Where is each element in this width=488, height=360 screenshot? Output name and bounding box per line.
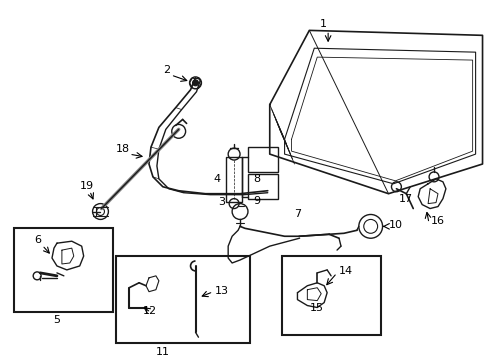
Text: 12: 12 — [143, 306, 157, 315]
Bar — [247, 174, 277, 199]
Bar — [281, 256, 380, 335]
Text: 19: 19 — [80, 181, 94, 191]
Bar — [226, 157, 242, 202]
Text: 9: 9 — [252, 196, 260, 206]
Text: 10: 10 — [387, 220, 402, 230]
Text: 18: 18 — [116, 144, 130, 154]
Text: 5: 5 — [53, 315, 61, 325]
Bar — [247, 147, 277, 172]
Bar — [14, 228, 113, 312]
Text: 14: 14 — [338, 266, 352, 276]
Text: 17: 17 — [398, 194, 412, 204]
Circle shape — [192, 80, 198, 86]
Text: 2: 2 — [163, 65, 170, 75]
Text: 1: 1 — [320, 18, 326, 28]
Text: 7: 7 — [294, 208, 301, 219]
Text: 11: 11 — [156, 347, 169, 357]
Text: 6: 6 — [34, 235, 41, 245]
Bar — [116, 256, 249, 343]
Text: 13: 13 — [215, 286, 229, 296]
Text: 4: 4 — [213, 174, 220, 184]
Text: 3: 3 — [218, 197, 225, 207]
Text: 8: 8 — [252, 174, 260, 184]
Text: 15: 15 — [309, 302, 324, 312]
Text: 16: 16 — [430, 216, 444, 226]
